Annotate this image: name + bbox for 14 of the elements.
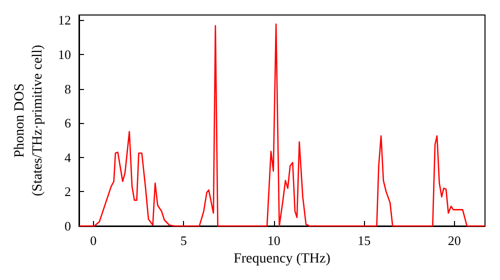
y-axis-title: Phonon DOS (States/THz·primitive cell) bbox=[12, 44, 46, 196]
x-tick-label: 20 bbox=[448, 233, 461, 248]
y-tick-label: 6 bbox=[64, 116, 72, 131]
x-tick-label: 15 bbox=[358, 233, 371, 248]
x-axis-title: Frequency (THz) bbox=[234, 251, 331, 266]
x-tick-label: 10 bbox=[267, 233, 280, 248]
x-tick-label: 0 bbox=[90, 233, 97, 248]
y-tick-label: 0 bbox=[64, 218, 71, 234]
y-tick-label: 4 bbox=[64, 150, 72, 165]
y-tick-label: 8 bbox=[64, 81, 71, 96]
y-tick-label: 2 bbox=[64, 184, 71, 200]
y-tick-label: 12 bbox=[58, 12, 71, 28]
x-tick-label: 5 bbox=[180, 233, 187, 248]
y-tick-label: 10 bbox=[58, 46, 71, 62]
